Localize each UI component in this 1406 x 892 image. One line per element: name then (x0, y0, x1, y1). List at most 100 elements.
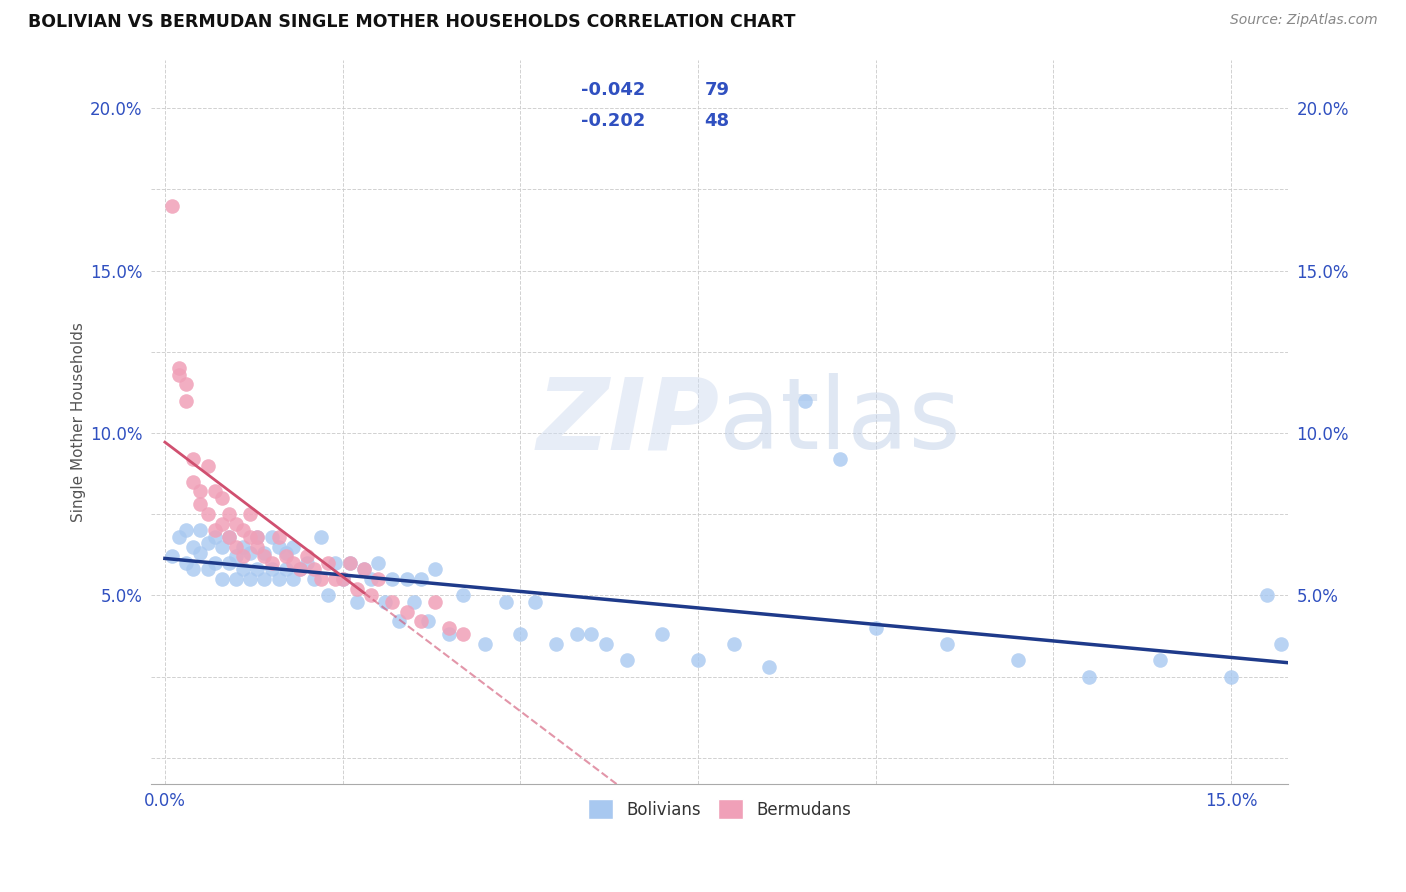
Point (332, 572, 354, 586)
Point (274, 549, 297, 564)
Point (239, 546, 262, 560)
Point (197, 458, 219, 473)
Point (190, 524, 212, 538)
Point (211, 491, 233, 505)
Point (1220, 669, 1243, 683)
Point (225, 516, 247, 531)
Point (232, 549, 254, 564)
Point (281, 540, 304, 554)
Point (325, 556, 347, 570)
Point (204, 524, 226, 538)
Point (1078, 669, 1101, 683)
Point (253, 572, 276, 586)
Point (453, 588, 475, 602)
Point (402, 595, 425, 609)
Point (416, 615, 439, 629)
Point (253, 546, 276, 560)
Point (509, 627, 531, 641)
Point (211, 516, 233, 531)
Point (218, 530, 240, 544)
Point (395, 605, 418, 619)
Point (318, 588, 340, 602)
Point (204, 530, 226, 544)
Point (246, 530, 269, 544)
Text: atlas: atlas (720, 373, 960, 470)
Point (295, 549, 318, 564)
Point (204, 556, 226, 570)
Point (260, 556, 283, 570)
Point (246, 540, 269, 554)
Text: 79: 79 (704, 81, 730, 99)
Text: 48: 48 (704, 112, 730, 130)
Point (474, 637, 496, 651)
Point (274, 562, 297, 576)
Point (197, 562, 219, 576)
Point (267, 540, 290, 554)
Point (1007, 653, 1029, 667)
Point (353, 562, 375, 576)
Point (260, 530, 283, 544)
Point (183, 452, 205, 467)
Point (581, 627, 603, 641)
Point (935, 637, 957, 651)
Point (523, 595, 546, 609)
Point (339, 556, 361, 570)
Point (281, 556, 304, 570)
Point (346, 595, 368, 609)
Point (793, 393, 815, 408)
Text: -0.042: -0.042 (581, 81, 645, 99)
Point (197, 507, 219, 521)
Point (302, 562, 325, 576)
Point (295, 556, 318, 570)
Point (190, 498, 212, 512)
Point (246, 562, 269, 576)
Y-axis label: Single Mother Households: Single Mother Households (72, 322, 86, 522)
Point (381, 595, 404, 609)
Point (332, 572, 354, 586)
Point (388, 615, 411, 629)
Point (174, 524, 197, 538)
Point (830, 452, 852, 467)
Point (367, 572, 389, 586)
Point (1270, 637, 1292, 651)
Point (239, 507, 262, 521)
Point (218, 556, 240, 570)
Point (423, 595, 446, 609)
Point (211, 572, 233, 586)
Point (267, 530, 290, 544)
Legend: Bolivians, Bermudans: Bolivians, Bermudans (581, 792, 858, 826)
Point (360, 572, 382, 586)
Point (595, 637, 617, 651)
Point (232, 562, 254, 576)
Point (346, 582, 368, 596)
Point (367, 556, 389, 570)
Point (686, 653, 709, 667)
Point (174, 393, 197, 408)
Point (353, 562, 375, 576)
Point (218, 507, 240, 521)
Text: Source: ZipAtlas.com: Source: ZipAtlas.com (1230, 13, 1378, 28)
Point (232, 524, 254, 538)
Point (288, 562, 311, 576)
Point (225, 549, 247, 564)
Point (651, 627, 673, 641)
Point (183, 540, 205, 554)
Point (218, 530, 240, 544)
Point (260, 562, 283, 576)
Point (723, 637, 745, 651)
Point (167, 530, 190, 544)
Point (211, 540, 233, 554)
Point (239, 530, 262, 544)
Point (374, 595, 396, 609)
Text: -0.202: -0.202 (581, 112, 645, 130)
Point (325, 572, 347, 586)
Point (225, 572, 247, 586)
Point (239, 572, 262, 586)
Point (281, 572, 304, 586)
Point (453, 627, 475, 641)
Point (302, 572, 325, 586)
Point (439, 621, 461, 635)
Point (183, 562, 205, 576)
Point (204, 484, 226, 499)
Point (225, 540, 247, 554)
